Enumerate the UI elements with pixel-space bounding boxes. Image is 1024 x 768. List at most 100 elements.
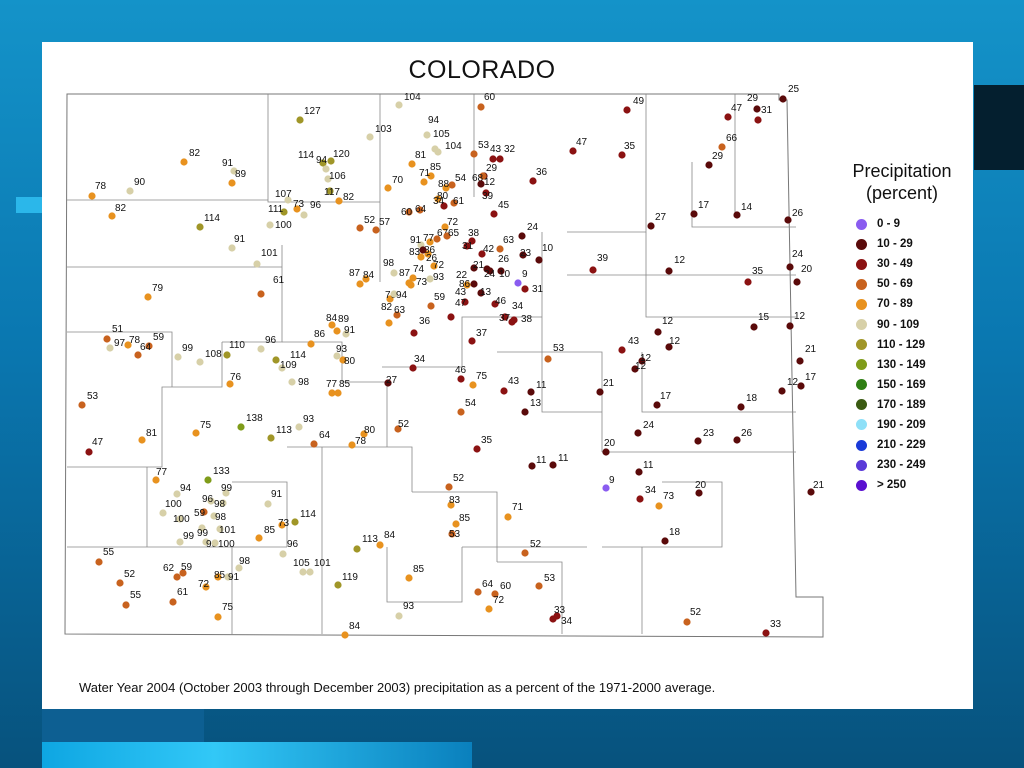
station-value-label: 90 [134, 177, 146, 188]
station-value-label: 94 [316, 155, 328, 166]
station-value-label: 18 [669, 527, 681, 538]
station-dot [126, 187, 134, 195]
station-value-label: 127 [304, 106, 321, 117]
station-value-label: 59 [153, 332, 165, 343]
station-dot [569, 147, 577, 155]
station-dot [214, 613, 222, 621]
station-dot [490, 210, 498, 218]
legend-swatch [856, 459, 867, 471]
station-dot [198, 524, 206, 532]
station-dot [416, 206, 424, 214]
station-value-label: 82 [381, 302, 393, 313]
station-dot [807, 488, 815, 496]
station-dot [618, 151, 626, 159]
station-value-label: 46 [495, 296, 507, 307]
station-value-label: 21 [473, 260, 485, 271]
station-value-label: 91 [222, 158, 234, 169]
station-value-label: 38 [521, 314, 533, 325]
station-value-label: 86 [459, 279, 471, 290]
station-dot [341, 631, 349, 639]
station-dot [521, 285, 529, 293]
station-value-label: 14 [741, 202, 753, 213]
station-value-label: 71 [512, 502, 524, 513]
station-dot [386, 295, 394, 303]
station-value-label: 13 [480, 287, 492, 298]
legend-label: 150 - 169 [877, 378, 926, 391]
station-value-label: 31 [761, 105, 773, 116]
station-value-label: 47 [731, 103, 743, 114]
station-dot [237, 423, 245, 431]
station-value-label: 39 [597, 253, 609, 264]
station-value-label: 138 [246, 413, 263, 424]
station-dot [448, 181, 456, 189]
station-value-label: 106 [329, 171, 346, 182]
station-dot [267, 434, 275, 442]
station-value-label: 96 [287, 539, 299, 550]
station-value-label: 98 [383, 258, 395, 269]
station-value-label: 51 [112, 324, 124, 335]
station-value-label: 99 [183, 531, 195, 542]
station-dot [108, 212, 116, 220]
station-value-label: 114 [298, 150, 314, 161]
station-dot [134, 351, 142, 359]
station-dot [124, 341, 132, 349]
station-dot [690, 210, 698, 218]
station-value-label: 15 [758, 312, 770, 323]
station-value-label: 72 [198, 579, 210, 590]
station-dot [683, 618, 691, 626]
station-value-label: 37 [476, 328, 488, 339]
legend-item: 210 - 229 [832, 435, 972, 455]
station-dot [434, 148, 442, 156]
station-value-label: 111 [268, 204, 284, 215]
station-value-label: 12 [674, 255, 686, 266]
station-dot [390, 269, 398, 277]
station-value-label: 29 [712, 151, 724, 162]
station-value-label: 43 [490, 144, 502, 155]
station-value-label: 62 [163, 563, 175, 574]
station-dot [394, 425, 402, 433]
station-dot [477, 103, 485, 111]
station-dot [353, 545, 361, 553]
station-value-label: 64 [415, 204, 427, 215]
station-dot [339, 356, 347, 364]
station-value-label: 70 [392, 175, 404, 186]
station-dot [145, 342, 153, 350]
station-value-label: 26 [792, 208, 804, 219]
station-dot [441, 223, 449, 231]
station-value-label: 47 [455, 298, 467, 309]
station-value-label: 61 [453, 196, 465, 207]
station-value-label: 76 [230, 372, 242, 383]
station-dot [192, 429, 200, 437]
station-value-label: 91 [228, 572, 240, 583]
station-dot [469, 381, 477, 389]
station-dot [470, 264, 478, 272]
station-value-label: 85 [264, 525, 276, 536]
station-dot [356, 280, 364, 288]
station-dot [496, 245, 504, 253]
slide-content: 104 60 94 103 105 53 104 127 49 25 29 47 31 66 47 35 43 3… [42, 42, 973, 709]
station-value-label: 12 [669, 336, 681, 347]
station-dot [496, 155, 504, 163]
station-dot [447, 313, 455, 321]
legend-item: 110 - 129 [832, 335, 972, 355]
station-dot [501, 313, 509, 321]
station-dot [278, 521, 286, 529]
station-dot [395, 612, 403, 620]
station-value-label: 89 [235, 169, 247, 180]
station-dot [489, 155, 497, 163]
station-value-label: 80 [437, 191, 449, 202]
station-value-label: 96 [202, 494, 214, 505]
legend-label: 90 - 109 [877, 318, 920, 331]
station-dot [106, 344, 114, 352]
station-dot [793, 278, 801, 286]
station-value-label: 59 [434, 292, 446, 303]
station-dot [310, 440, 318, 448]
station-dot [754, 116, 762, 124]
station-value-label: 98 [214, 499, 226, 510]
station-dot [424, 250, 432, 258]
station-dot [463, 242, 471, 250]
station-dot [103, 335, 111, 343]
station-dot [468, 237, 476, 245]
station-value-label: 82 [343, 192, 355, 203]
state-outline [64, 93, 824, 638]
